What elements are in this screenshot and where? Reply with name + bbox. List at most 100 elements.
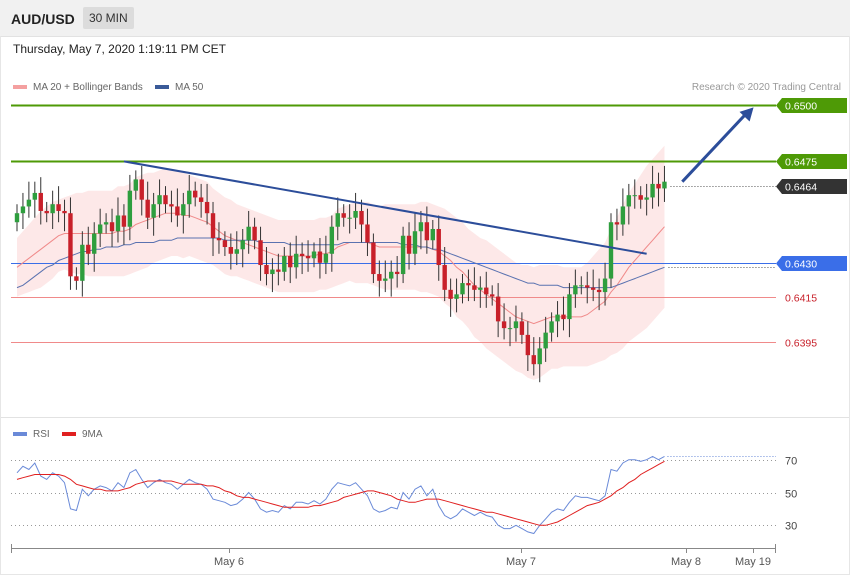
rsi-tick-label: 50 (785, 489, 797, 501)
candle (644, 183, 649, 216)
candle (282, 247, 287, 281)
candle (38, 177, 43, 225)
candle (133, 170, 138, 200)
candle (20, 192, 26, 229)
candle (579, 276, 584, 295)
candle (187, 174, 192, 218)
candle (193, 181, 198, 207)
candle (92, 222, 97, 272)
candle (175, 188, 180, 227)
candle (353, 192, 358, 229)
rsi-ma-legend-label: 9MA (82, 429, 103, 440)
candle (145, 181, 150, 229)
candle (305, 240, 311, 272)
candle (436, 215, 441, 281)
candle (62, 199, 67, 232)
candle (430, 219, 435, 250)
rsi-series-1 (16, 460, 665, 526)
level-tag (776, 256, 847, 271)
candle (638, 186, 643, 209)
candle (169, 190, 174, 223)
candle (216, 222, 222, 254)
candle (50, 190, 55, 229)
rsi-tick-label: 70 (785, 456, 797, 468)
level-label: 0.6430 (785, 259, 817, 271)
candle (466, 269, 471, 302)
candle (139, 165, 144, 216)
candle (234, 231, 239, 266)
candle (68, 197, 73, 290)
candle (662, 165, 667, 202)
timeframe-button[interactable]: 30 MIN (83, 7, 134, 29)
rsi-ma-legend: 9MA (62, 429, 103, 440)
candle (151, 192, 156, 236)
candle (157, 179, 162, 218)
candle (323, 235, 329, 275)
candle (347, 204, 352, 234)
candle (412, 213, 418, 266)
candle (377, 260, 382, 297)
candle (590, 269, 596, 302)
candle (276, 253, 281, 286)
candle (335, 197, 340, 241)
candle (632, 179, 637, 209)
candle (163, 186, 168, 214)
candles (14, 165, 667, 383)
candle (484, 271, 489, 308)
candle (525, 321, 531, 371)
x-tick-label: May 19 (735, 556, 771, 568)
candle (26, 181, 32, 218)
candle (210, 201, 216, 257)
candle (317, 238, 323, 279)
level-tag (776, 98, 847, 113)
x-tick-label: May 6 (214, 556, 244, 568)
candle (507, 316, 513, 347)
candle (626, 183, 632, 225)
candle (246, 210, 251, 254)
x-tick-label: May 8 (671, 556, 701, 568)
ma20-legend: MA 20 + Bollinger Bands (13, 82, 143, 93)
candle (74, 267, 79, 290)
level-label: 0.6500 (785, 101, 817, 113)
candle (270, 258, 275, 293)
candle (448, 278, 453, 317)
candle (365, 208, 370, 257)
candle (454, 278, 459, 313)
candle (44, 201, 49, 223)
candle (513, 305, 519, 342)
candle (650, 165, 655, 209)
x-tick-label: May 7 (506, 556, 536, 568)
candle (371, 233, 376, 284)
ma50-line (16, 237, 665, 289)
rsi-legend: RSI (13, 429, 50, 440)
candle (567, 283, 572, 338)
candle (543, 316, 548, 362)
rsi-tick-label: 30 (785, 521, 797, 533)
ma50-legend: MA 50 (155, 82, 204, 93)
candle (531, 337, 536, 376)
candle (656, 172, 661, 207)
candle (252, 217, 257, 250)
candle (389, 260, 394, 297)
trendline (123, 160, 647, 255)
candle (418, 210, 424, 250)
candle (258, 226, 263, 281)
candle (341, 204, 346, 227)
candle (121, 204, 127, 245)
candle (204, 183, 210, 225)
candle (359, 199, 364, 243)
bollinger-bands (17, 145, 665, 380)
candle (596, 278, 602, 311)
candle (228, 233, 234, 270)
candle (311, 242, 317, 268)
candle (115, 197, 121, 243)
candle (80, 231, 85, 297)
level-label: 0.6464 (785, 182, 817, 194)
ma50-legend-label: MA 50 (175, 82, 204, 93)
candle (573, 269, 578, 308)
candle (602, 262, 608, 306)
candle (299, 242, 305, 275)
rsi-series-0 (16, 455, 665, 535)
candle (460, 274, 465, 304)
candle (329, 215, 335, 272)
